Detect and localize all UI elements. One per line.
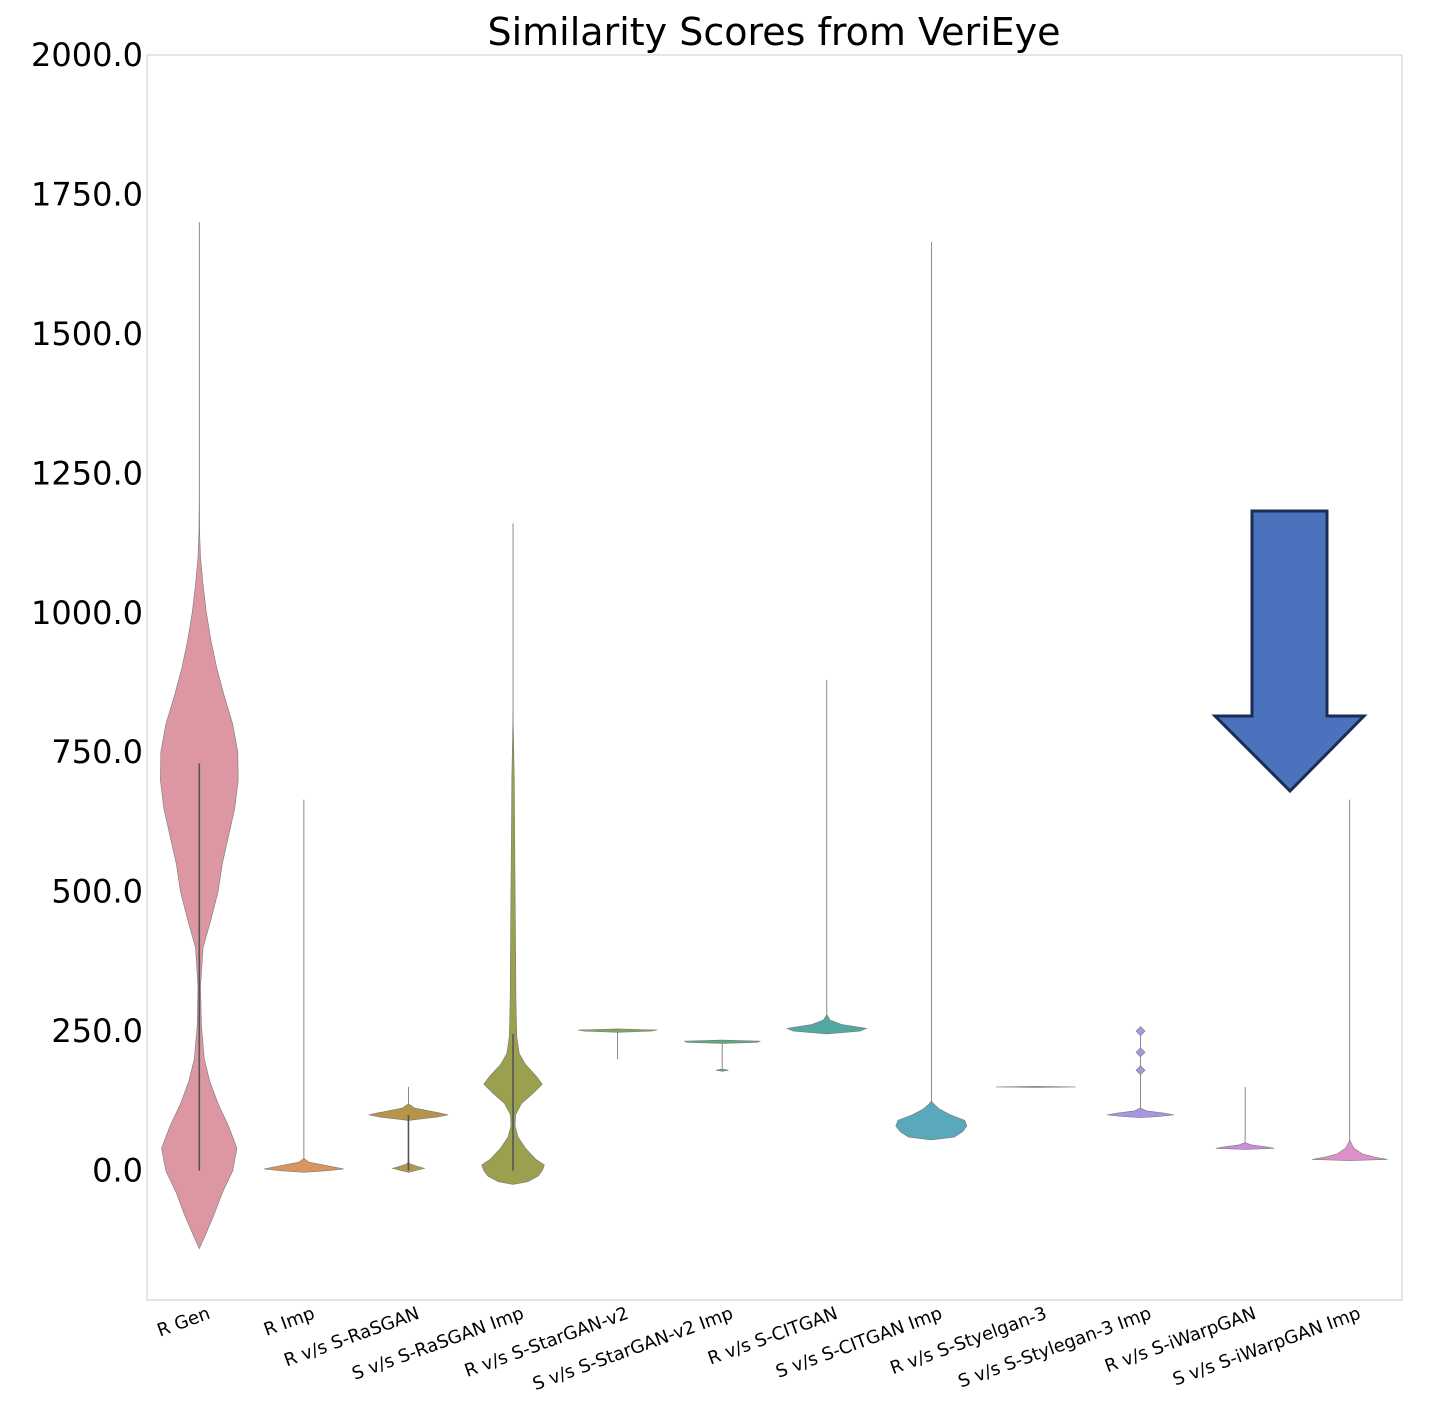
violin-6 <box>683 1039 762 1072</box>
violin-body <box>785 1013 868 1035</box>
x-tick-label: R Gen <box>154 1303 213 1341</box>
y-tick-label: 0.0 <box>92 1152 143 1190</box>
y-tick-label: 1250.0 <box>31 454 143 492</box>
violin-7 <box>785 679 868 1035</box>
violin-body <box>264 1157 344 1173</box>
chart-title: Similarity Scores from VeriEye <box>487 10 1060 54</box>
violin-body <box>683 1039 762 1072</box>
violin-10 <box>1107 1026 1175 1118</box>
violin-4 <box>481 523 545 1185</box>
plot-frame <box>146 54 1403 1301</box>
x-tick-label: S v/s S-Stylegan-3 Imp <box>955 1303 1154 1392</box>
y-tick-label: 250.0 <box>51 1012 143 1050</box>
violin-1 <box>160 222 239 1250</box>
violins-layer <box>160 222 1388 1250</box>
violin-5 <box>577 1028 658 1060</box>
violin-body <box>577 1028 658 1033</box>
y-tick-label: 2000.0 <box>31 36 143 74</box>
violin-body <box>481 713 545 1185</box>
violin-body <box>1215 1142 1275 1150</box>
violin-11 <box>1215 1086 1275 1150</box>
y-axis: 0.0 250.0 500.0 750.0 1000.0 1250.0 1500.0 1750… <box>31 36 143 1190</box>
violin-2 <box>264 799 344 1173</box>
violin-9 <box>996 1086 1076 1088</box>
y-tick-label: 500.0 <box>51 873 143 911</box>
violin-12 <box>1312 799 1388 1161</box>
y-tick-label: 1750.0 <box>31 175 143 213</box>
x-tick-label: S v/s S-RaSGAN Imp <box>349 1303 526 1385</box>
violin-3 <box>368 1086 449 1173</box>
annotation-layer <box>1211 509 1368 794</box>
violin-outlier-point <box>1135 1065 1146 1076</box>
x-tick-label: R Imp <box>261 1303 318 1341</box>
violin-outlier-point <box>1135 1047 1146 1058</box>
x-tick-label: S v/s S-iWarpGAN Imp <box>1170 1303 1363 1390</box>
violin-outlier-point <box>1135 1026 1146 1037</box>
y-tick-label: 750.0 <box>51 733 143 771</box>
violin-8 <box>895 241 968 1141</box>
y-tick-label: 1000.0 <box>31 594 143 632</box>
y-tick-label: 1500.0 <box>31 315 143 353</box>
violin-body <box>895 1100 968 1141</box>
annotation-down-arrow <box>1211 509 1368 794</box>
violin-body <box>996 1086 1076 1088</box>
violin-body <box>1312 1139 1388 1161</box>
violin-body <box>1107 1107 1175 1118</box>
